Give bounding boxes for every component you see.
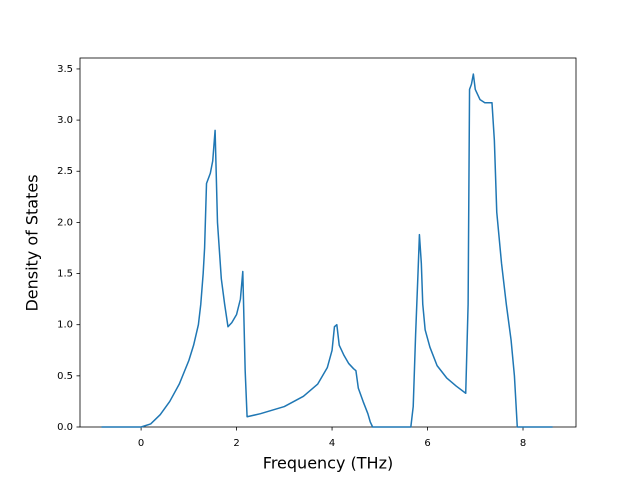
y-tick-label: 2.5 [57,166,73,177]
y-tick-label: 3.5 [57,64,73,75]
x-tick-label: 4 [329,438,335,449]
y-tick-label: 0.0 [57,422,73,433]
y-tick-label: 2.0 [57,217,73,228]
x-tick-label: 0 [138,438,144,449]
y-tick-label: 0.5 [57,371,73,382]
plot-frame [79,57,577,428]
x-axis-label: Frequency (THz) [263,454,393,473]
x-tick-label: 2 [233,438,239,449]
y-tick-label: 1.0 [57,320,73,331]
y-tick-label: 3.0 [57,115,73,126]
line-series [101,73,553,428]
y-axis-label: Density of States [23,174,42,311]
y-tick-label: 1.5 [57,269,73,280]
x-tick-label: 8 [520,438,526,449]
x-tick-label: 6 [424,438,430,449]
